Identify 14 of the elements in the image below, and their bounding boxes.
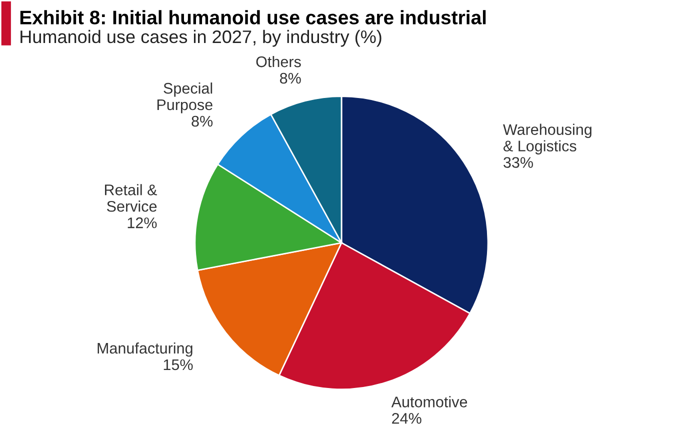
chart-title: Exhibit 8: Initial humanoid use cases are industrial: [20, 10, 486, 24]
slice-label: Automotive: [391, 396, 468, 408]
data-label: 24%: [392, 412, 422, 424]
data-label: 15%: [164, 359, 193, 370]
data-label: 33%: [504, 157, 533, 168]
slice-label: Others: [256, 56, 301, 68]
slice-label: Retail & Service: [105, 184, 158, 212]
slice-label: Special Purpose: [157, 82, 212, 114]
chart-subtitle: Humanoid use cases in 2027, by industry (%): [20, 30, 382, 47]
data-label: 8%: [280, 72, 301, 84]
slice-label: Warehousing & Logistics: [503, 124, 592, 154]
data-label: 8%: [192, 116, 213, 127]
slice-label: Manufacturing: [98, 342, 192, 357]
data-label: 12%: [128, 217, 157, 228]
